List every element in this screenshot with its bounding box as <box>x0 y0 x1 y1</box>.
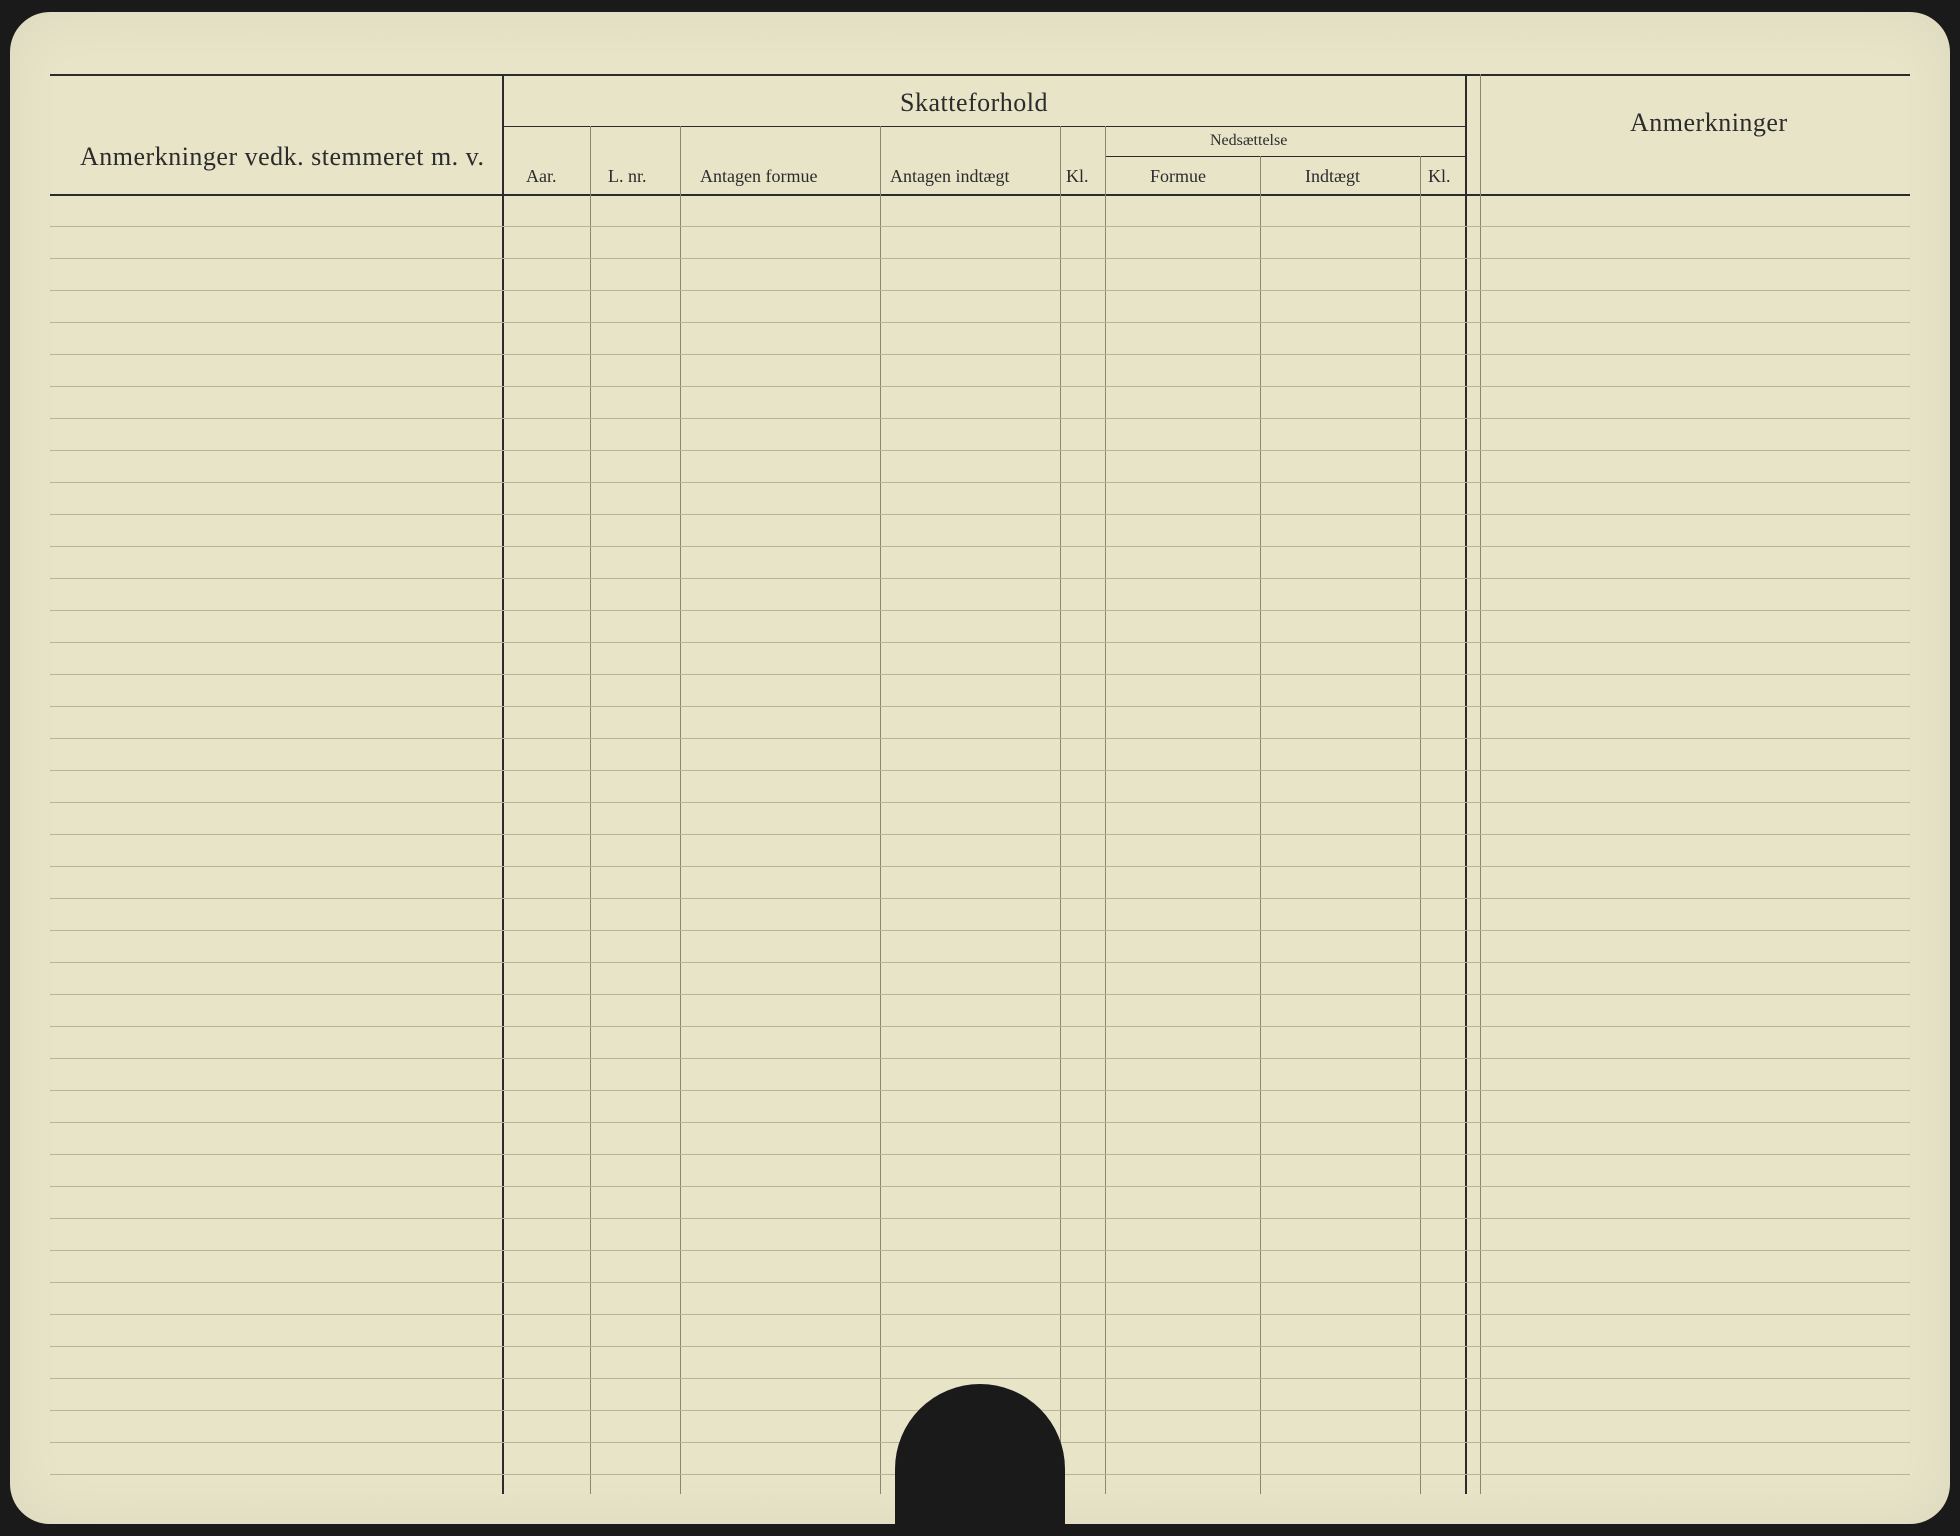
center-section-title: Skatteforhold <box>900 88 1048 118</box>
body-row-line <box>50 1346 1910 1347</box>
body-row-line <box>50 514 1910 515</box>
vline-skatte-start <box>502 74 504 1494</box>
body-row-line <box>50 642 1910 643</box>
body-row-line <box>50 802 1910 803</box>
body-row-line <box>50 1218 1910 1219</box>
col-antagen-formue: Antagen formue <box>700 166 817 187</box>
body-row-line <box>50 770 1910 771</box>
body-row-line <box>50 482 1910 483</box>
body-row-line <box>50 386 1910 387</box>
vline-lnr-end <box>680 126 681 1494</box>
body-row-line <box>50 1314 1910 1315</box>
body-row-line <box>50 450 1910 451</box>
body-row-line <box>50 1026 1910 1027</box>
col-antagen-indtaegt: Antagen indtægt <box>890 166 1010 187</box>
header-top-rule <box>50 74 1910 76</box>
col-kl1: Kl. <box>1066 166 1089 187</box>
body-row-line <box>50 1090 1910 1091</box>
nedsaettelse-group-label: Nedsættelse <box>1210 132 1287 150</box>
body-row-line <box>50 258 1910 259</box>
vline-aar-end <box>590 126 591 1494</box>
body-row-line <box>50 930 1910 931</box>
body-row-line <box>50 738 1910 739</box>
content-area: Anmerkninger vedk. stemmeret m. v. Skatt… <box>50 74 1910 1504</box>
body-row-line <box>50 898 1910 899</box>
body-row-line <box>50 226 1910 227</box>
body-row-line <box>50 994 1910 995</box>
vline-antindt-end <box>1060 126 1061 1494</box>
body-row-line <box>50 1378 1910 1379</box>
body-row-line <box>50 1186 1910 1187</box>
body-row-line <box>50 1122 1910 1123</box>
body-row-line <box>50 1154 1910 1155</box>
body-row-line <box>50 1250 1910 1251</box>
body-row-line <box>50 546 1910 547</box>
vline-anm-start <box>1480 74 1481 1494</box>
right-section-title: Anmerkninger <box>1630 108 1788 138</box>
skatte-mid-rule <box>502 126 1465 127</box>
body-row-line <box>50 1282 1910 1283</box>
nedsaettelse-underline <box>1105 156 1465 157</box>
vline-antformue-end <box>880 126 881 1494</box>
left-section-title: Anmerkninger vedk. stemmeret m. v. <box>80 142 485 172</box>
body-row-line <box>50 706 1910 707</box>
col-kl2: Kl. <box>1428 166 1451 187</box>
vline-skatte-end <box>1465 74 1467 1494</box>
col-ned-formue: Formue <box>1150 166 1206 187</box>
body-row-line <box>50 578 1910 579</box>
header-bottom-rule <box>50 194 1910 196</box>
body-row-line <box>50 354 1910 355</box>
col-ned-indtaegt: Indtægt <box>1305 166 1360 187</box>
body-row-line <box>50 834 1910 835</box>
body-row-line <box>50 1058 1910 1059</box>
body-row-line <box>50 418 1910 419</box>
body-row-line <box>50 322 1910 323</box>
vline-nedindt-end <box>1420 156 1421 1494</box>
vline-nedformue-end <box>1260 156 1261 1494</box>
ledger-card: Anmerkninger vedk. stemmeret m. v. Skatt… <box>10 12 1950 1524</box>
vline-kl1-end <box>1105 126 1106 1494</box>
body-row-line <box>50 962 1910 963</box>
body-row-line <box>50 610 1910 611</box>
col-lnr: L. nr. <box>608 166 647 187</box>
body-row-line <box>50 866 1910 867</box>
col-aar: Aar. <box>526 166 557 187</box>
body-row-line <box>50 290 1910 291</box>
body-row-line <box>50 674 1910 675</box>
